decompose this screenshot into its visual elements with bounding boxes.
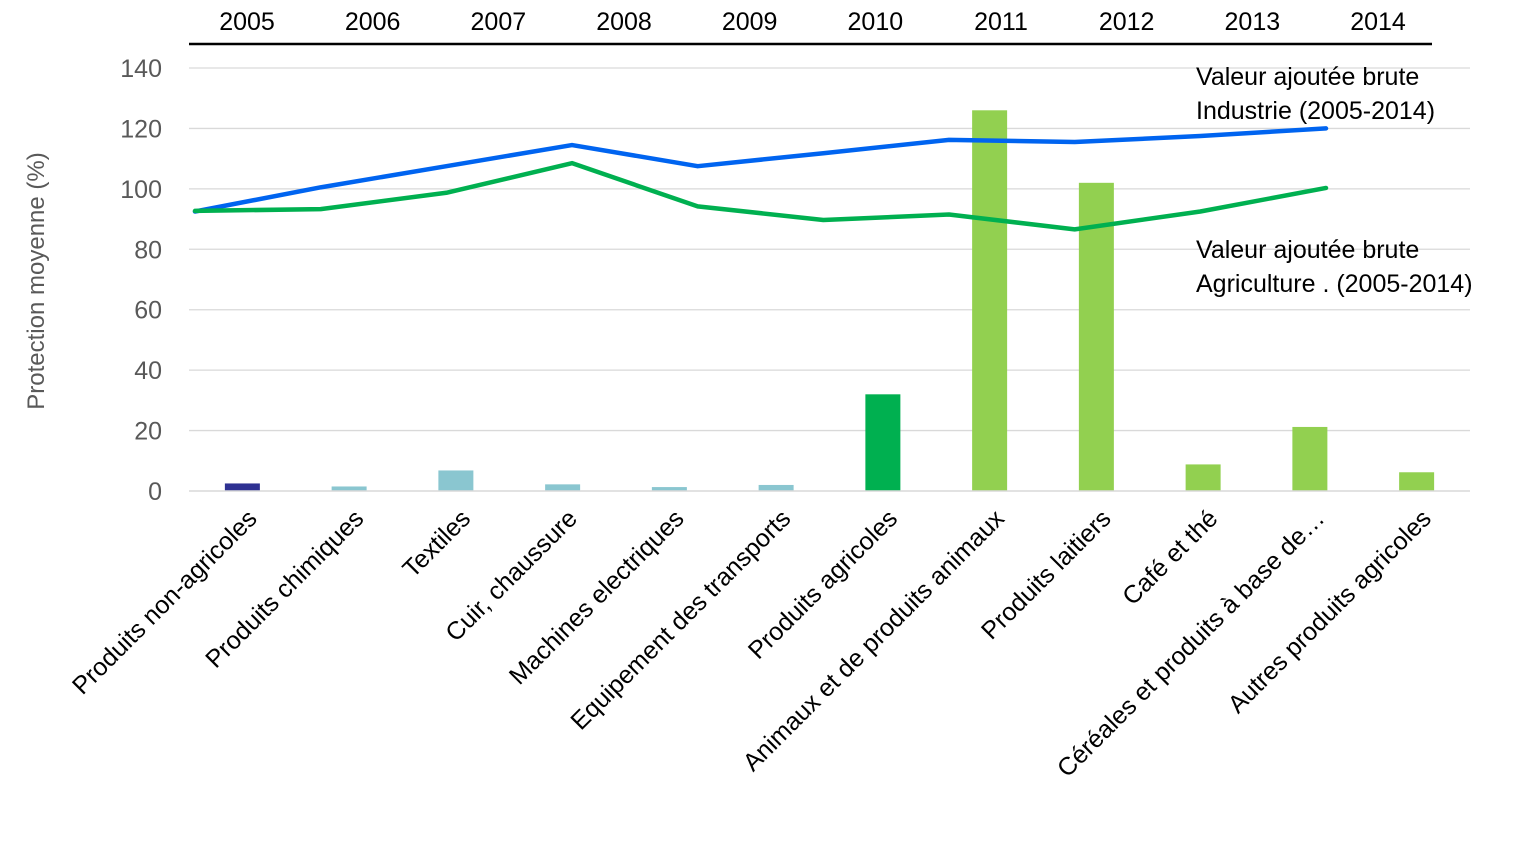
y-tick-label: 40 bbox=[134, 357, 162, 385]
gridlines bbox=[189, 67, 1470, 432]
top-year-axis: 2005 2006 2007 2008 2009 2010 2011 2012 2013 2014 bbox=[189, 8, 1432, 46]
y-tick-label: 80 bbox=[134, 236, 162, 264]
x-tick-label: Café et thé bbox=[1117, 504, 1223, 610]
bar bbox=[865, 394, 901, 491]
series-line bbox=[192, 126, 1329, 214]
top-year-label: 2010 bbox=[848, 8, 904, 36]
y-tick-label: 0 bbox=[148, 478, 162, 506]
y-tick-label: 60 bbox=[134, 297, 162, 325]
top-year-label: 2009 bbox=[722, 8, 778, 36]
top-year-label: 2008 bbox=[596, 8, 652, 36]
x-tick-label: Machines electriques bbox=[504, 504, 690, 690]
bar bbox=[1078, 182, 1114, 492]
y-tick-label: 140 bbox=[120, 55, 162, 83]
bar bbox=[651, 487, 687, 491]
series-label: Industrie (2005-2014) bbox=[1196, 97, 1435, 125]
series-lines bbox=[192, 126, 1329, 232]
x-tick-label: Autres produits agricoles bbox=[1223, 504, 1437, 718]
series-label: Agriculture . (2005-2014) bbox=[1196, 270, 1473, 298]
top-year-label: 2006 bbox=[345, 8, 401, 36]
top-year-label: 2012 bbox=[1099, 8, 1155, 36]
series-label: Valeur ajoutée brute bbox=[1196, 63, 1419, 91]
y-tick-label: 100 bbox=[120, 176, 162, 204]
series-label: Valeur ajoutée brute bbox=[1196, 236, 1419, 264]
bar bbox=[1292, 426, 1328, 491]
bar bbox=[224, 483, 260, 491]
bar bbox=[758, 484, 794, 491]
x-tick-label: Produits non-agricoles bbox=[67, 504, 263, 700]
bar bbox=[331, 486, 367, 491]
bar bbox=[972, 110, 1008, 492]
top-year-label: 2013 bbox=[1225, 8, 1281, 36]
top-year-label: 2007 bbox=[471, 8, 527, 36]
x-tick-label: Equipement des transports bbox=[565, 504, 796, 735]
top-year-label: 2014 bbox=[1350, 8, 1406, 36]
x-tick-label: Textiles bbox=[397, 504, 476, 583]
series-labels: Valeur ajoutée brute Industrie (2005-2014… bbox=[1196, 63, 1473, 298]
bar bbox=[545, 484, 581, 491]
y-tick-label: 120 bbox=[120, 115, 162, 143]
top-year-label: 2011 bbox=[974, 8, 1028, 36]
top-year-label: 2005 bbox=[219, 8, 275, 36]
series-line bbox=[192, 160, 1329, 232]
bar bbox=[1399, 472, 1435, 491]
y-tick-label: 20 bbox=[134, 418, 162, 446]
bar bbox=[1185, 464, 1221, 491]
y-axis: 0 20 40 60 80 100 120 140 bbox=[120, 55, 162, 506]
y-axis-title: Protection moyenne (%) bbox=[23, 152, 50, 409]
bars bbox=[224, 110, 1435, 492]
bar bbox=[438, 470, 474, 491]
